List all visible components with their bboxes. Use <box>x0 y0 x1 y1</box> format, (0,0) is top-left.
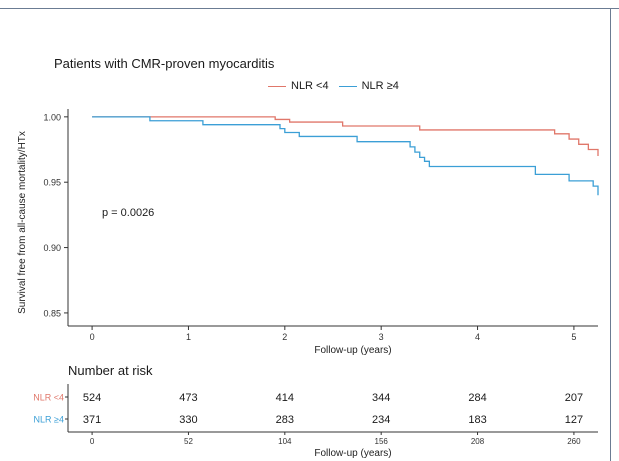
risk-cell: 414 <box>276 392 294 404</box>
risk-cell: 344 <box>372 392 390 404</box>
y-tick-label: 0.85 <box>43 308 61 318</box>
x-tick-label: 0 <box>90 332 95 342</box>
risk-x-tick-label: 260 <box>567 437 581 446</box>
risk-cell: 127 <box>565 414 583 426</box>
risk-x-tick-label: 104 <box>278 437 292 446</box>
legend: NLR <4 NLR ≥4 <box>268 80 409 92</box>
y-tick-label: 1.00 <box>43 112 61 122</box>
risk-x-tick-label: 52 <box>184 437 193 446</box>
risk-cell: 284 <box>468 392 486 404</box>
x-tick-label: 4 <box>475 332 480 342</box>
y-tick-label: 0.95 <box>43 178 61 188</box>
x-tick-label: 3 <box>379 332 384 342</box>
risk-cell: 207 <box>565 392 583 404</box>
risk-cell: 524 <box>83 392 101 404</box>
km-curve-series-1 <box>92 116 599 196</box>
risk-x-tick-label: 156 <box>375 437 389 446</box>
legend-item-nlr-lt4: NLR <4 <box>268 80 329 92</box>
risk-x-tick-label: 208 <box>471 437 485 446</box>
risk-table-title: Number at risk <box>68 363 153 378</box>
risk-cell: 183 <box>468 414 486 426</box>
km-curve-series-0 <box>92 116 599 157</box>
risk-cell: 234 <box>372 414 390 426</box>
legend-label-nlr-lt4: NLR <4 <box>291 80 329 92</box>
x-axis-label: Follow-up (years) <box>314 345 391 356</box>
risk-cell: 283 <box>276 414 294 426</box>
legend-item-nlr-ge4: NLR ≥4 <box>338 80 399 92</box>
legend-swatch-nlr-lt4 <box>268 85 286 87</box>
risk-cell: 330 <box>179 414 197 426</box>
risk-cell: 473 <box>179 392 197 404</box>
risk-cell: 371 <box>83 414 101 426</box>
y-axis-label: Survival free from all-cause mortality/H… <box>17 131 28 314</box>
risk-x-tick-label: 0 <box>90 437 95 446</box>
x-tick-label: 1 <box>186 332 191 342</box>
frame-right-border <box>610 8 611 461</box>
risk-row-label: NLR ≥4 <box>34 415 64 425</box>
legend-label-nlr-ge4: NLR ≥4 <box>361 80 399 92</box>
risk-x-axis-label: Follow-up (years) <box>314 448 391 459</box>
chart-title: Patients with CMR-proven myocarditis <box>54 56 275 71</box>
x-tick-label: 2 <box>282 332 287 342</box>
frame-top-border <box>0 8 619 9</box>
p-value-annotation: p = 0.0026 <box>102 207 154 219</box>
legend-swatch-nlr-ge4 <box>338 85 357 87</box>
y-tick-label: 0.90 <box>43 243 61 253</box>
risk-row-label: NLR <4 <box>33 393 64 403</box>
x-tick-label: 5 <box>571 332 576 342</box>
